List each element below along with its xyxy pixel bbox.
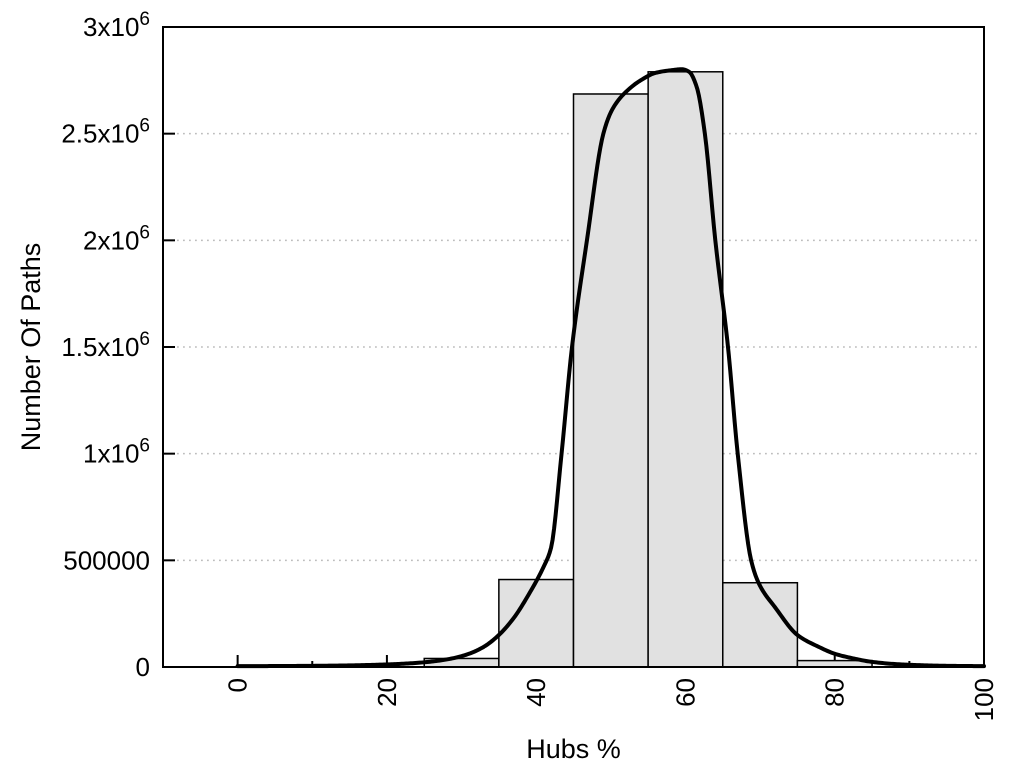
x-tick-labels: 0 20 40 60 80 100 <box>223 678 999 721</box>
y-tick-label: 2.5x106 <box>61 116 150 149</box>
x-tick-label: 40 <box>521 678 551 707</box>
x-tick-label: 20 <box>372 678 402 707</box>
histogram-bars <box>423 71 873 668</box>
histogram-bar <box>572 93 649 668</box>
x-tick-label: 0 <box>223 678 253 692</box>
y-tick-label: 1.5x106 <box>61 329 150 362</box>
y-tick-label: 3x106 <box>83 9 150 42</box>
density-curve <box>235 67 986 669</box>
y-axis-label: Number Of Paths <box>16 243 46 452</box>
y-tick-label: 2x106 <box>83 222 150 255</box>
x-tick-label: 60 <box>670 678 700 707</box>
x-tick-label: 80 <box>820 678 850 707</box>
histogram-bar <box>722 581 799 668</box>
y-gridlines <box>165 132 980 562</box>
histogram-bar <box>647 71 724 668</box>
x-tick-label: 100 <box>969 678 999 721</box>
y-tick-label: 500000 <box>63 545 150 575</box>
y-tick-labels: 0 500000 1x106 1.5x106 2x106 2.5x106 3x106 <box>61 9 150 682</box>
plot-frame <box>162 26 985 668</box>
y-tick-label: 1x106 <box>83 436 150 469</box>
x-axis-label: Hubs % <box>526 734 621 764</box>
y-tick-label: 0 <box>136 652 150 682</box>
